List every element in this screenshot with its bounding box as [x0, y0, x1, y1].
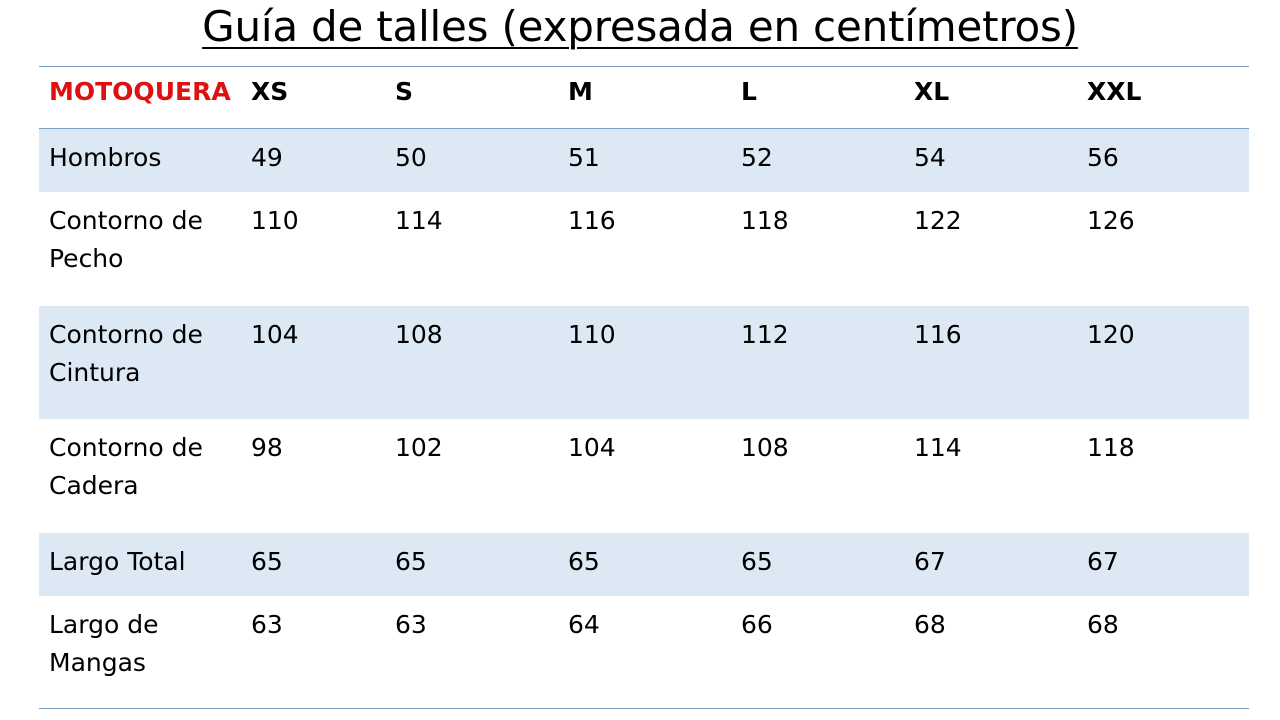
size-header-l: L	[741, 77, 757, 106]
table-cell: 110	[568, 319, 616, 349]
table-cell: 56	[1087, 143, 1119, 172]
size-table: MOTOQUERA XS S M L XL XXL Hombros 49 50 …	[39, 66, 1249, 709]
size-header-xs: XS	[251, 77, 289, 106]
table-cell: 108	[741, 432, 789, 462]
table-row-pecho: Contorno de Pecho 110 114 116 118 122 12…	[39, 192, 1249, 306]
table-cell: 110	[251, 205, 299, 235]
size-header-m: M	[568, 77, 593, 106]
row-label: Largo Total	[49, 546, 186, 576]
table-cell: 114	[395, 205, 443, 235]
row-label: Contorno de Pecho	[49, 205, 203, 273]
size-table-container: MOTOQUERA XS S M L XL XXL Hombros 49 50 …	[39, 66, 1249, 709]
table-cell: 122	[914, 205, 962, 235]
table-cell: 104	[568, 432, 616, 462]
table-row-largo-total: Largo Total 65 65 65 65 67 67	[39, 532, 1249, 596]
table-cell: 108	[395, 319, 443, 349]
table-cell: 114	[914, 432, 962, 462]
table-cell: 68	[1087, 609, 1119, 639]
page-title-text: Guía de talles (expresada en centímetros…	[202, 2, 1078, 51]
table-cell: 65	[741, 546, 773, 576]
table-row-cadera: Contorno de Cadera 98 102 104 108 114 11…	[39, 419, 1249, 533]
table-cell: 67	[914, 546, 946, 576]
table-cell: 98	[251, 432, 283, 462]
table-cell: 68	[914, 609, 946, 639]
table-cell: 112	[741, 319, 789, 349]
table-row-largo-mangas: Largo de Mangas 63 63 64 66 68 68	[39, 596, 1249, 709]
row-label: Hombros	[49, 143, 162, 172]
table-cell: 67	[1087, 546, 1119, 576]
row-label: Contorno de Cintura	[49, 319, 203, 387]
page-title: Guía de talles (expresada en centímetros…	[0, 2, 1280, 51]
table-row-cintura: Contorno de Cintura 104 108 110 112 116 …	[39, 305, 1249, 419]
table-cell: 63	[395, 609, 427, 639]
table-cell: 65	[568, 546, 600, 576]
size-header-xl: XL	[914, 77, 950, 106]
row-label: Contorno de Cadera	[49, 432, 203, 500]
table-row-hombros: Hombros 49 50 51 52 54 56	[39, 128, 1249, 192]
table-cell: 50	[395, 143, 427, 172]
table-cell: 63	[251, 609, 283, 639]
table-cell: 49	[251, 143, 283, 172]
table-cell: 118	[1087, 432, 1135, 462]
table-cell: 64	[568, 609, 600, 639]
table-cell: 52	[741, 143, 773, 172]
product-name-header: MOTOQUERA	[49, 77, 231, 106]
table-cell: 102	[395, 432, 443, 462]
table-cell: 65	[395, 546, 427, 576]
table-cell: 118	[741, 205, 789, 235]
table-cell: 116	[914, 319, 962, 349]
table-header-row: MOTOQUERA XS S M L XL XXL	[39, 66, 1249, 129]
row-label: Largo de Mangas	[49, 609, 159, 677]
table-cell: 65	[251, 546, 283, 576]
table-cell: 66	[741, 609, 773, 639]
table-cell: 54	[914, 143, 946, 172]
table-cell: 120	[1087, 319, 1135, 349]
table-cell: 51	[568, 143, 600, 172]
size-header-s: S	[395, 77, 414, 106]
table-cell: 104	[251, 319, 299, 349]
table-cell: 126	[1087, 205, 1135, 235]
table-cell: 116	[568, 205, 616, 235]
size-header-xxl: XXL	[1087, 77, 1142, 106]
